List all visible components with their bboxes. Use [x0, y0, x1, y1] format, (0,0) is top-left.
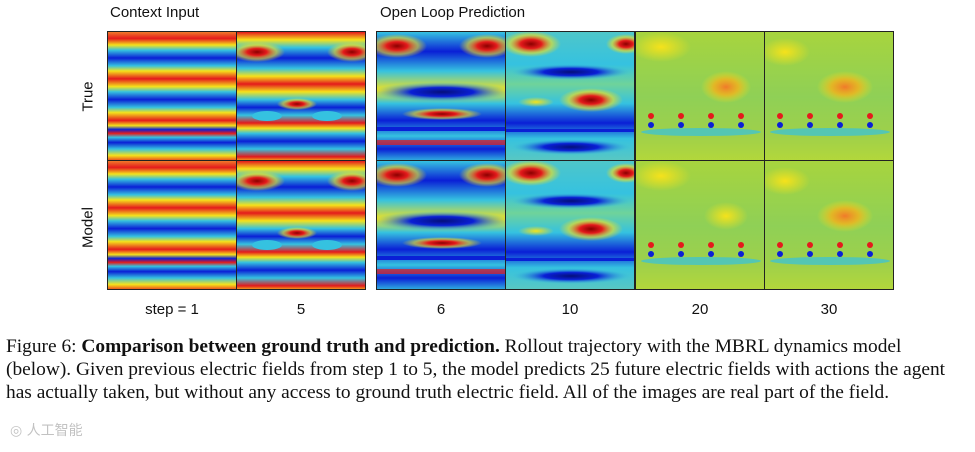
true-step-30-panel: [764, 31, 894, 161]
caption-text: Rollout trajectory with the MBRL dynamic…: [6, 336, 946, 403]
step-label-20: 20: [691, 301, 709, 318]
open-loop-prediction-title: Open Loop Prediction: [380, 4, 526, 21]
true-step-1-panel: [107, 31, 237, 161]
model-step-30-panel: [764, 160, 894, 290]
caption-bold-title: Comparison between ground truth and pred…: [81, 336, 500, 357]
step-label-5: 5: [296, 301, 306, 318]
model-step-5-panel: [236, 160, 366, 290]
figure-caption: Figure 6: Comparison between ground trut…: [6, 335, 968, 404]
model-step-20-panel: [635, 160, 765, 290]
model-step-10-panel: [505, 160, 635, 290]
true-step-5-panel: [236, 31, 366, 161]
step-label-10: 10: [561, 301, 579, 318]
row-label-true: True: [79, 81, 97, 112]
true-step-20-panel: [635, 31, 765, 161]
step-label-6: 6: [436, 301, 446, 318]
true-step-10-panel: [505, 31, 635, 161]
model-step-1-panel: [107, 160, 237, 290]
step-label-30: 30: [820, 301, 838, 318]
step-label-1: step = 1: [145, 301, 199, 318]
caption-label: Figure 6:: [6, 336, 77, 357]
context-input-title: Context Input: [110, 4, 200, 21]
row-label-model: Model: [79, 207, 97, 248]
model-step-6-panel: [376, 160, 506, 290]
true-step-6-panel: [376, 31, 506, 161]
watermark: ◎ 人工智能: [10, 423, 83, 439]
